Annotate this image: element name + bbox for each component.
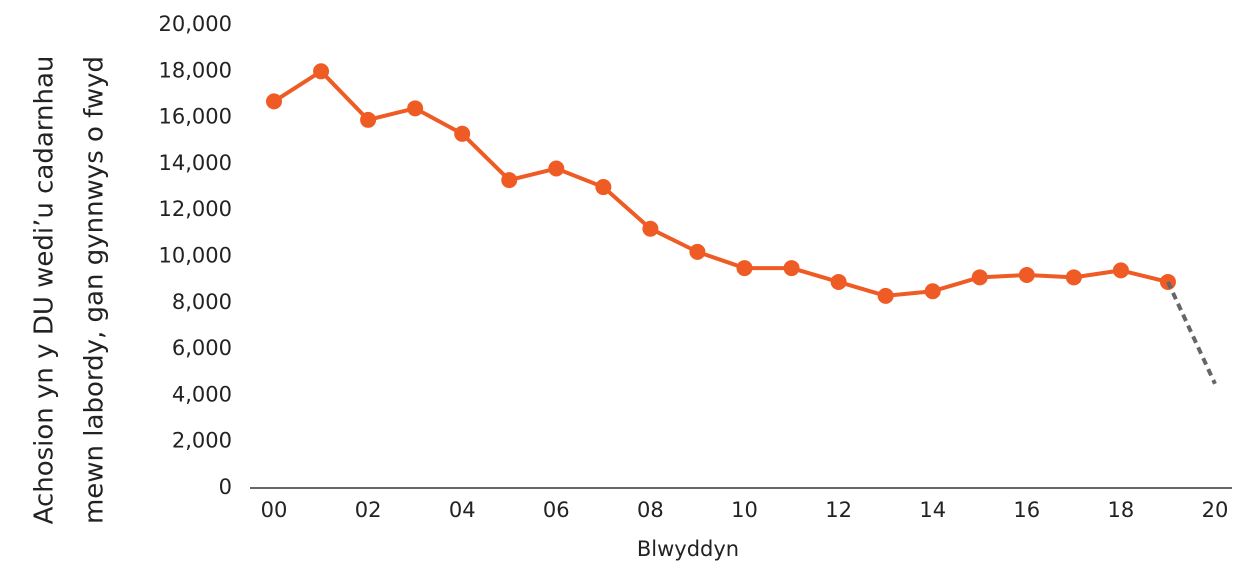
x-tick-label: 04 [449, 498, 476, 522]
y-tick-label: 6,000 [172, 336, 232, 360]
y-axis-label: Achosion yn y DU wedi’u cadarnhau [30, 56, 60, 525]
marker [548, 160, 565, 177]
x-tick-label: 20 [1202, 498, 1229, 522]
marker [971, 269, 988, 286]
line [1166, 281, 1217, 385]
y-tick-label: 12,000 [159, 197, 232, 221]
x-tick-label: 18 [1108, 498, 1135, 522]
y-tick-label: 16,000 [159, 105, 232, 129]
y-tick-label: 10,000 [159, 244, 232, 268]
y-tick-label: 14,000 [159, 151, 232, 175]
x-tick-label: 06 [543, 498, 570, 522]
marker [407, 100, 424, 117]
marker [830, 273, 847, 290]
y-tick-label: 8,000 [172, 290, 232, 314]
marker [924, 283, 941, 300]
marker [501, 172, 518, 189]
marker [642, 220, 659, 237]
x-tick-label: 12 [825, 498, 852, 522]
marker [689, 243, 706, 260]
marker [313, 63, 330, 80]
y-tick-label: 0 [219, 475, 232, 499]
marker [595, 179, 612, 196]
x-axis-label: Blwyddyn [637, 537, 739, 561]
x-tick-label: 16 [1013, 498, 1040, 522]
marker [1112, 262, 1129, 279]
y-tick-label: 2,000 [172, 429, 232, 453]
marker [1065, 269, 1082, 286]
marker [266, 93, 282, 110]
marker [454, 125, 471, 142]
y-tick-label: 20,000 [159, 12, 232, 36]
marker [1018, 267, 1035, 284]
marker [783, 260, 800, 277]
x-tick-label: 08 [637, 498, 664, 522]
x-tick-label: 14 [919, 498, 946, 522]
y-tick-label: 4,000 [172, 382, 232, 406]
x-tick-label: 02 [355, 498, 382, 522]
x-tick-label: 00 [261, 498, 288, 522]
marker [360, 111, 377, 128]
y-axis-label: mewn labordy, gan gynnwys o fwyd [80, 56, 110, 524]
y-tick-label: 18,000 [159, 58, 232, 82]
marker [736, 260, 753, 277]
marker [877, 287, 894, 304]
x-tick-label: 10 [731, 498, 758, 522]
